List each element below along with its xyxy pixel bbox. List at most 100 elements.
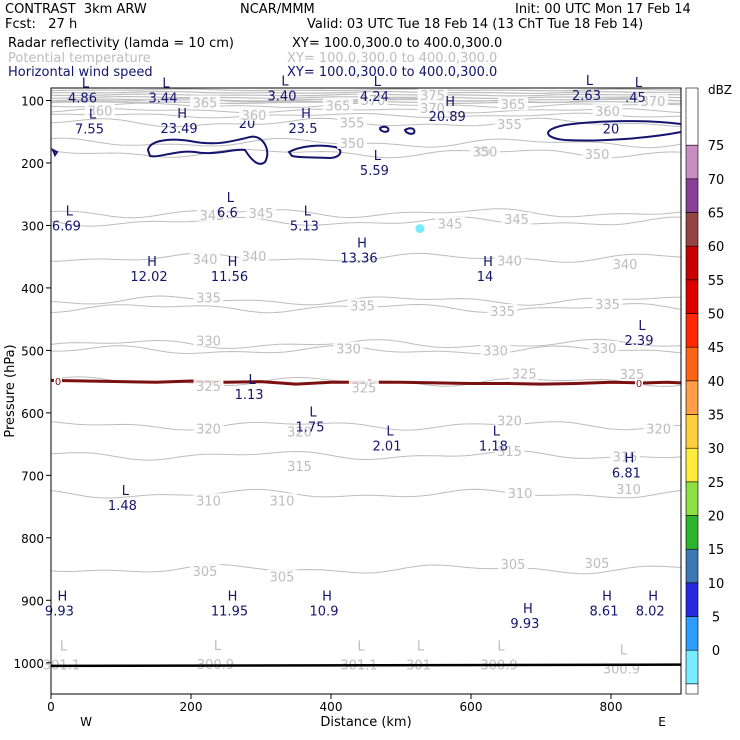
theta-contour-label: 330 [483, 344, 508, 359]
wind-extremum-value: 4.24 [360, 90, 389, 105]
colorbar-swatch [685, 144, 699, 180]
theta-label-bg [509, 366, 540, 380]
wind-speed-contour [403, 127, 416, 135]
theta-label-bg [494, 253, 525, 267]
theta-contour-label: 340 [242, 250, 267, 265]
organization: NCAR/MMM [240, 2, 315, 17]
theta-label-bg [197, 207, 227, 221]
wind-extremum-value: 23.5 [289, 122, 318, 137]
freezing-level-label: 0 [55, 377, 61, 388]
theta-contour-label: 370 [420, 102, 445, 117]
theta-label-bg [337, 115, 367, 129]
y-tick-label: 1000 [13, 657, 44, 671]
y-tick-label: 600 [21, 407, 44, 421]
wind-extremum-marker: L [122, 484, 130, 499]
theta-label-bg [501, 212, 532, 226]
colorbar-level-label: 65 [708, 207, 725, 222]
wind-extremum-value: 20.89 [429, 110, 466, 125]
wind-extremum-marker: H [523, 602, 533, 617]
wind-extremum-value: 2.01 [373, 439, 402, 454]
wind-extremum-value: 11.56 [211, 270, 248, 285]
valid-time: Valid: 03 UTC Tue 18 Feb 14 (13 ChT Tue … [307, 17, 644, 32]
theta-contour-line [51, 345, 682, 355]
colorbar-unit: dBZ [708, 83, 732, 97]
theta-label-bg [267, 493, 297, 507]
freezing-level-contour [50, 378, 682, 386]
theta-label-bg [323, 98, 353, 112]
theta-contour-line [50, 216, 681, 227]
wind-extremum-marker: H [648, 589, 658, 604]
theta-contour-label: 335 [490, 305, 515, 320]
theta-label-bg [582, 555, 612, 569]
theta-label-bg [470, 144, 500, 158]
theta-contour-label: 365 [501, 98, 526, 113]
theta-contour-label: 345 [438, 218, 463, 233]
wind-extremum-marker: L [638, 319, 646, 334]
colorbar-swatch [685, 649, 699, 685]
theta-extremum-marker: L [357, 640, 365, 655]
theta-label-bg [358, 92, 388, 106]
ground-line [50, 663, 682, 668]
field3-name: Horizontal wind speed [8, 65, 153, 80]
theta-contour-line [50, 208, 682, 219]
wind-extremum-marker: L [386, 424, 394, 439]
wind-extremum-marker: H [322, 589, 332, 604]
init-time: Init: 00 UTC Mon 17 Feb 14 [515, 2, 691, 17]
wind-extremum-marker: L [374, 149, 382, 164]
east-label: E [658, 715, 666, 729]
theta-contour-label: 340 [497, 254, 522, 269]
theta-contour-label: 315 [287, 460, 312, 475]
theta-label-bg [613, 482, 644, 496]
wind-extremum-value: 11.95 [211, 604, 248, 619]
y-tick-label: 100 [21, 94, 44, 108]
theta-label-bg [435, 216, 465, 230]
y-tick-label: 500 [21, 344, 44, 358]
theta-contour-line [50, 88, 681, 92]
x-tick-label: 200 [180, 700, 203, 714]
colorbar-level-label: 0 [712, 644, 720, 659]
theta-label-bg [610, 449, 640, 463]
wind-extremum-marker: H [58, 589, 68, 604]
colorbar-level-label: 45 [708, 341, 725, 356]
x-axis-label: Distance (km) [320, 715, 411, 730]
colorbar-swatch [685, 212, 699, 247]
wind-extremum-value: 9.93 [45, 604, 74, 619]
theta-label-bg [617, 367, 647, 381]
colorbar-swatch [685, 582, 699, 617]
colorbar-swatch [685, 380, 699, 415]
wind-extremum-marker: L [66, 205, 74, 220]
theta-label-bg [589, 340, 619, 354]
theta-contour-label: 315 [613, 451, 638, 466]
x-tick-label: 800 [600, 700, 623, 714]
wind-extremum-value: 7.55 [75, 123, 104, 138]
colorbar-level-label: 20 [708, 510, 725, 525]
wind-extremum-value: 12.02 [130, 270, 167, 285]
wind-extremum-marker: L [227, 191, 235, 206]
theta-label-bg [267, 569, 297, 583]
field3-xy: XY= 100.0,300.0 to 400.0,300.0 [287, 65, 498, 80]
wind-extremum-value: 6.69 [52, 220, 81, 235]
y-tick-label: 900 [21, 594, 44, 608]
wind-extremum-marker: L [89, 108, 97, 123]
freezing-level-label: 0 [636, 379, 642, 390]
theta-contour-label: 340 [193, 253, 218, 268]
theta-contour-label: 365 [326, 99, 351, 114]
theta-contour-line [50, 90, 682, 94]
wind-extremum-value: 1.48 [108, 499, 137, 514]
y-tick-label: 200 [21, 157, 44, 171]
theta-contour-label: 375 [420, 89, 445, 104]
theta-contour-label: 325 [512, 368, 537, 383]
theta-contour-line [50, 421, 682, 431]
colorbar-level-label: 40 [708, 375, 725, 390]
theta-label-bg [487, 304, 518, 318]
theta-label-bg [347, 298, 378, 312]
theta-contour-label: 345 [249, 207, 274, 222]
theta-label-bg [417, 100, 448, 114]
colorbar-swatch [685, 414, 699, 449]
wind-speed-contour [287, 144, 342, 160]
wind-extremum-marker: H [228, 589, 238, 604]
west-label: W [80, 715, 92, 729]
wind-extremum-value: 8.61 [590, 604, 619, 619]
theta-label-bg [193, 493, 224, 507]
